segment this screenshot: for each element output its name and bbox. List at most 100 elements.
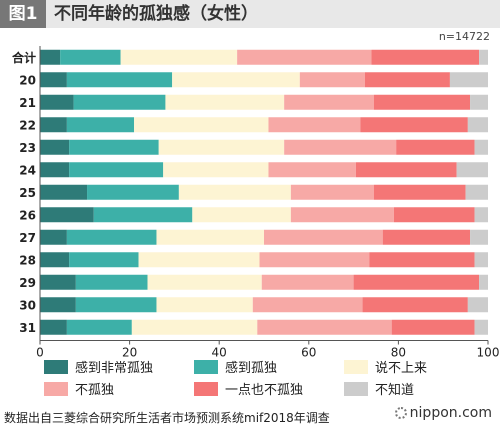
bar-segment [474, 207, 488, 223]
bar-segment [147, 274, 262, 290]
bar-segment [75, 274, 148, 290]
bar-segment [474, 139, 488, 155]
legend-label: 不孤独 [75, 383, 115, 398]
bar-segment [355, 162, 457, 178]
bar-segment [138, 252, 260, 268]
source-note: 数据出自三菱综合研究所生活者市场预测系统mif2018年调查 [4, 411, 330, 425]
bar-segment [474, 252, 488, 268]
bar-segment [369, 252, 475, 268]
bar-segment [257, 319, 392, 335]
bar-segment [165, 94, 285, 110]
bar-segment [73, 94, 166, 110]
category-label: 31 [19, 321, 36, 335]
bar-segment [252, 297, 363, 313]
legend-item: 不知道 [344, 382, 414, 400]
chart-title: 不同年龄的孤独感（女性） [54, 4, 258, 24]
category-label: 28 [19, 253, 36, 267]
bar-segment [470, 94, 488, 110]
legend-label: 感到孤独 [225, 361, 278, 376]
bar-segment [66, 229, 157, 245]
stacked-bar-chart: 合计202122232425262728293031020406080100(%… [12, 46, 499, 360]
title-bar: 图1 不同年龄的孤独感（女性） [0, 0, 500, 28]
bar-segment [479, 274, 488, 290]
bar-segment [131, 319, 258, 335]
bar-segment [465, 184, 488, 200]
bar-segment [237, 49, 372, 65]
bar-segment [467, 297, 488, 313]
bar-segment [69, 139, 159, 155]
category-label: 29 [19, 276, 36, 290]
legend-swatch [344, 360, 368, 374]
bar-segment [371, 49, 480, 65]
bar-segment [40, 297, 76, 313]
bar-segment [163, 162, 269, 178]
bar-segment [60, 49, 121, 65]
x-tick-label: 40 [212, 346, 227, 360]
bar-segment [373, 184, 466, 200]
category-label: 24 [19, 163, 36, 177]
bar-segment [373, 94, 471, 110]
bar-segment [470, 229, 488, 245]
bar-segment [75, 297, 157, 313]
bar-segment [467, 117, 488, 133]
legend-item: 感到孤独 [194, 360, 277, 378]
bar-segment [172, 72, 300, 88]
category-label: 20 [19, 73, 36, 87]
bar-segment [364, 72, 450, 88]
bar-segment [93, 207, 193, 223]
x-tick-label: 60 [301, 346, 316, 360]
legend-swatch [194, 360, 218, 374]
bar-segment [66, 72, 173, 88]
bar-segment [391, 319, 475, 335]
legend-label: 一点也不孤独 [225, 383, 304, 398]
bar-segment [40, 207, 94, 223]
bar-segment [362, 297, 468, 313]
legend-label: 感到非常孤独 [75, 361, 154, 376]
bar-segment [360, 117, 468, 133]
nippon-logo-icon [394, 407, 407, 419]
bar-segment [290, 207, 394, 223]
bar-segment [449, 72, 488, 88]
x-tick-label: 20 [122, 346, 137, 360]
bar-segment [393, 207, 475, 223]
category-label: 27 [19, 231, 36, 245]
bar-segment [264, 229, 383, 245]
bar-segment [268, 117, 361, 133]
bar-segment [299, 72, 365, 88]
brand-name: nippon.com [409, 405, 492, 421]
legend-item: 说不上来 [344, 360, 427, 378]
bar-segment [192, 207, 291, 223]
bar-segment [40, 319, 67, 335]
legend-swatch [44, 382, 68, 396]
category-label: 合计 [12, 50, 36, 65]
bar-segment [40, 139, 70, 155]
bar-segment [479, 49, 488, 65]
bar-segment [156, 229, 264, 245]
bar-segment [134, 117, 269, 133]
bar-segment [87, 184, 179, 200]
bar-segment [474, 319, 488, 335]
bar-segment [40, 184, 88, 200]
category-label: 23 [19, 141, 36, 155]
category-label: 30 [19, 298, 36, 312]
bar-segment [69, 162, 164, 178]
bar-segment [40, 72, 67, 88]
bar-segment [40, 49, 61, 65]
legend-item: 不孤独 [44, 382, 114, 400]
bar-segment [40, 117, 67, 133]
category-label: 26 [19, 208, 36, 222]
bar-segment [396, 139, 475, 155]
bar-segment [156, 297, 253, 313]
bar-segment [69, 252, 139, 268]
bar-segment [40, 229, 67, 245]
bar-segment [456, 162, 488, 178]
bar-segment [284, 94, 374, 110]
x-tick-label: 80 [391, 346, 406, 360]
legend-label: 不知道 [375, 383, 415, 398]
bar-segment [290, 184, 374, 200]
bar-segment [66, 319, 132, 335]
bar-segment [261, 274, 354, 290]
bar-segment [178, 184, 291, 200]
legend-swatch [194, 382, 218, 396]
bar-segment [158, 139, 285, 155]
